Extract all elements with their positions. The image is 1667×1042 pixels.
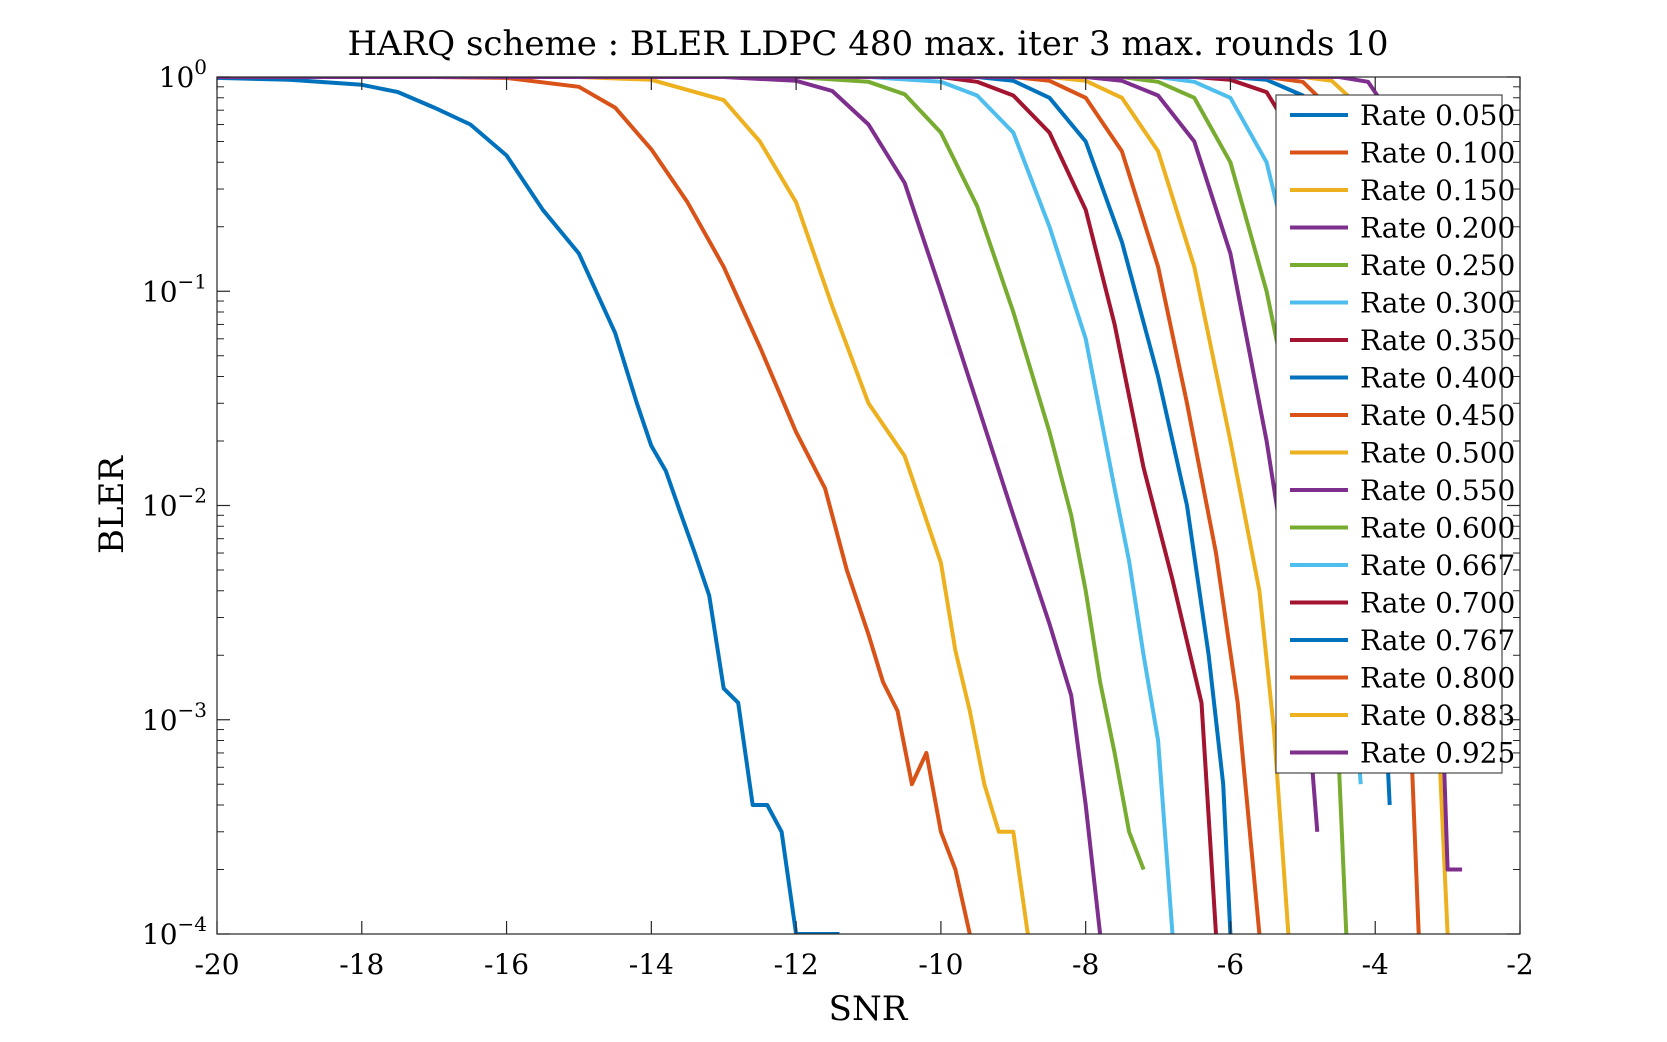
legend-label: Rate 0.400 bbox=[1360, 362, 1515, 395]
x-tick-label: -12 bbox=[774, 948, 819, 981]
series-line-6 bbox=[217, 77, 1175, 934]
legend-label: Rate 0.200 bbox=[1360, 212, 1515, 245]
legend-label: Rate 0.925 bbox=[1360, 737, 1515, 770]
series-line-8 bbox=[217, 77, 1233, 934]
y-tick-label: 10−2 bbox=[142, 484, 207, 523]
y-tick-label: 100 bbox=[159, 55, 207, 94]
series-line-5 bbox=[217, 77, 1146, 871]
legend-label: Rate 0.767 bbox=[1360, 624, 1515, 657]
x-axis-label: SNR bbox=[829, 989, 909, 1029]
legend-label: Rate 0.550 bbox=[1360, 474, 1515, 507]
legend-box bbox=[1275, 94, 1503, 774]
series-line-16 bbox=[217, 77, 1421, 934]
y-axis: 100 10−1 10−2 10−3 10−4 bbox=[142, 55, 1520, 951]
x-tick-label: -16 bbox=[484, 948, 529, 981]
series-line-4 bbox=[217, 77, 1103, 934]
x-tick-label: -20 bbox=[194, 948, 239, 981]
series-line-11 bbox=[217, 77, 1320, 832]
legend-label: Rate 0.700 bbox=[1360, 587, 1515, 620]
legend-label: Rate 0.883 bbox=[1360, 699, 1515, 732]
legend-label: Rate 0.150 bbox=[1360, 174, 1515, 207]
legend: Rate 0.050 Rate 0.100 Rate 0.150 Rate 0.200… bbox=[1275, 94, 1515, 774]
x-axis: -20 -18 -16 -14 -12 -10 -8 -6 -4 -2 bbox=[194, 77, 1534, 981]
series-line-7 bbox=[217, 77, 1218, 934]
x-tick-label: -4 bbox=[1362, 948, 1389, 981]
series-line-17 bbox=[217, 77, 1450, 934]
x-tick-label: -2 bbox=[1506, 948, 1533, 981]
x-tick-label: -18 bbox=[339, 948, 384, 981]
legend-label: Rate 0.050 bbox=[1360, 99, 1515, 132]
y-tick-label: 10−3 bbox=[142, 698, 207, 737]
legend-label: Rate 0.800 bbox=[1360, 662, 1515, 695]
y-tick-label: 10−4 bbox=[142, 912, 207, 951]
series-line-9 bbox=[217, 77, 1262, 934]
series-layer bbox=[217, 77, 1463, 934]
x-tick-label: -14 bbox=[629, 948, 674, 981]
legend-label: Rate 0.450 bbox=[1360, 399, 1515, 432]
series-line-1 bbox=[217, 77, 840, 934]
legend-label: Rate 0.600 bbox=[1360, 512, 1515, 545]
y-axis-label: BLER bbox=[92, 455, 132, 554]
legend-label: Rate 0.500 bbox=[1360, 437, 1515, 470]
chart-title: HARQ scheme : BLER LDPC 480 max. iter 3 … bbox=[347, 24, 1388, 64]
series-line-2 bbox=[217, 77, 972, 934]
y-tick-label: 10−1 bbox=[142, 269, 207, 308]
series-line-3 bbox=[217, 77, 1030, 934]
legend-label: Rate 0.667 bbox=[1360, 549, 1515, 582]
legend-label: Rate 0.350 bbox=[1360, 324, 1515, 357]
legend-label: Rate 0.250 bbox=[1360, 249, 1515, 282]
legend-label: Rate 0.100 bbox=[1360, 137, 1515, 170]
x-tick-label: -8 bbox=[1072, 948, 1099, 981]
legend-label: Rate 0.300 bbox=[1360, 287, 1515, 320]
x-tick-label: -6 bbox=[1217, 948, 1244, 981]
x-tick-label: -10 bbox=[918, 948, 963, 981]
series-line-13 bbox=[217, 77, 1363, 785]
